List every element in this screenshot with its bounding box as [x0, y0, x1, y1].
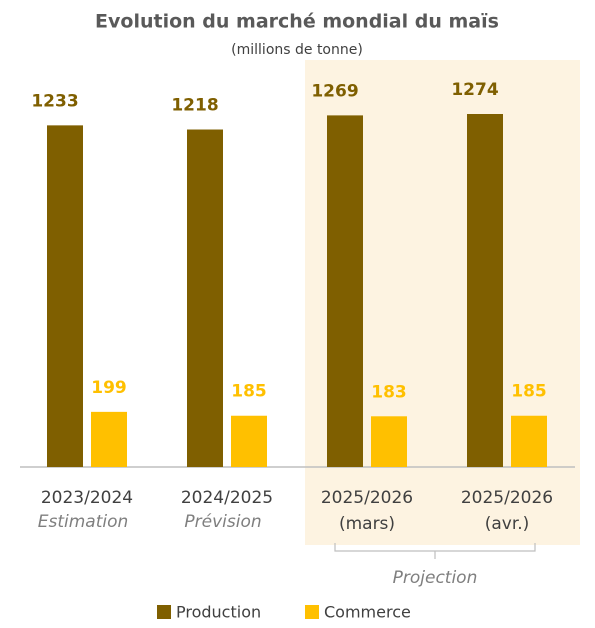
chart-subtitle: (millions de tonne) — [231, 42, 363, 58]
x-tick-label: 2023/2024 — [41, 488, 133, 508]
data-label: 185 — [511, 382, 547, 402]
x-tick-sublabel: Estimation — [38, 512, 129, 532]
bar — [371, 416, 407, 467]
bar — [91, 411, 127, 467]
x-tick-label: 2024/2025 — [181, 488, 273, 508]
x-tick-sublabel: (avr.) — [485, 514, 530, 534]
legend-swatch — [157, 605, 171, 619]
chart-title: Evolution du marché mondial du maïs — [95, 11, 499, 33]
x-tick-sublabel: (mars) — [339, 514, 395, 534]
group-label: Projection — [393, 568, 478, 588]
x-tick-label: 2025/2026 — [321, 488, 413, 508]
data-label: 1218 — [171, 96, 218, 116]
data-label: 183 — [371, 382, 407, 402]
bar — [511, 415, 547, 467]
data-label: 185 — [231, 382, 267, 402]
group-bracket — [334, 543, 536, 559]
bar — [327, 115, 363, 467]
legend-swatch — [305, 605, 319, 619]
legend-label: Commerce — [324, 603, 411, 622]
bar — [187, 129, 223, 467]
legend-label: Production — [176, 603, 261, 622]
data-label: 1233 — [31, 91, 78, 111]
x-tick-sublabel: Prévision — [184, 512, 261, 532]
bar — [47, 125, 83, 467]
x-tick-label: 2025/2026 — [461, 488, 553, 508]
bar — [467, 114, 503, 467]
bar — [231, 415, 267, 467]
data-label: 1269 — [311, 81, 358, 101]
data-label: 199 — [91, 378, 127, 398]
data-label: 1274 — [451, 80, 498, 100]
